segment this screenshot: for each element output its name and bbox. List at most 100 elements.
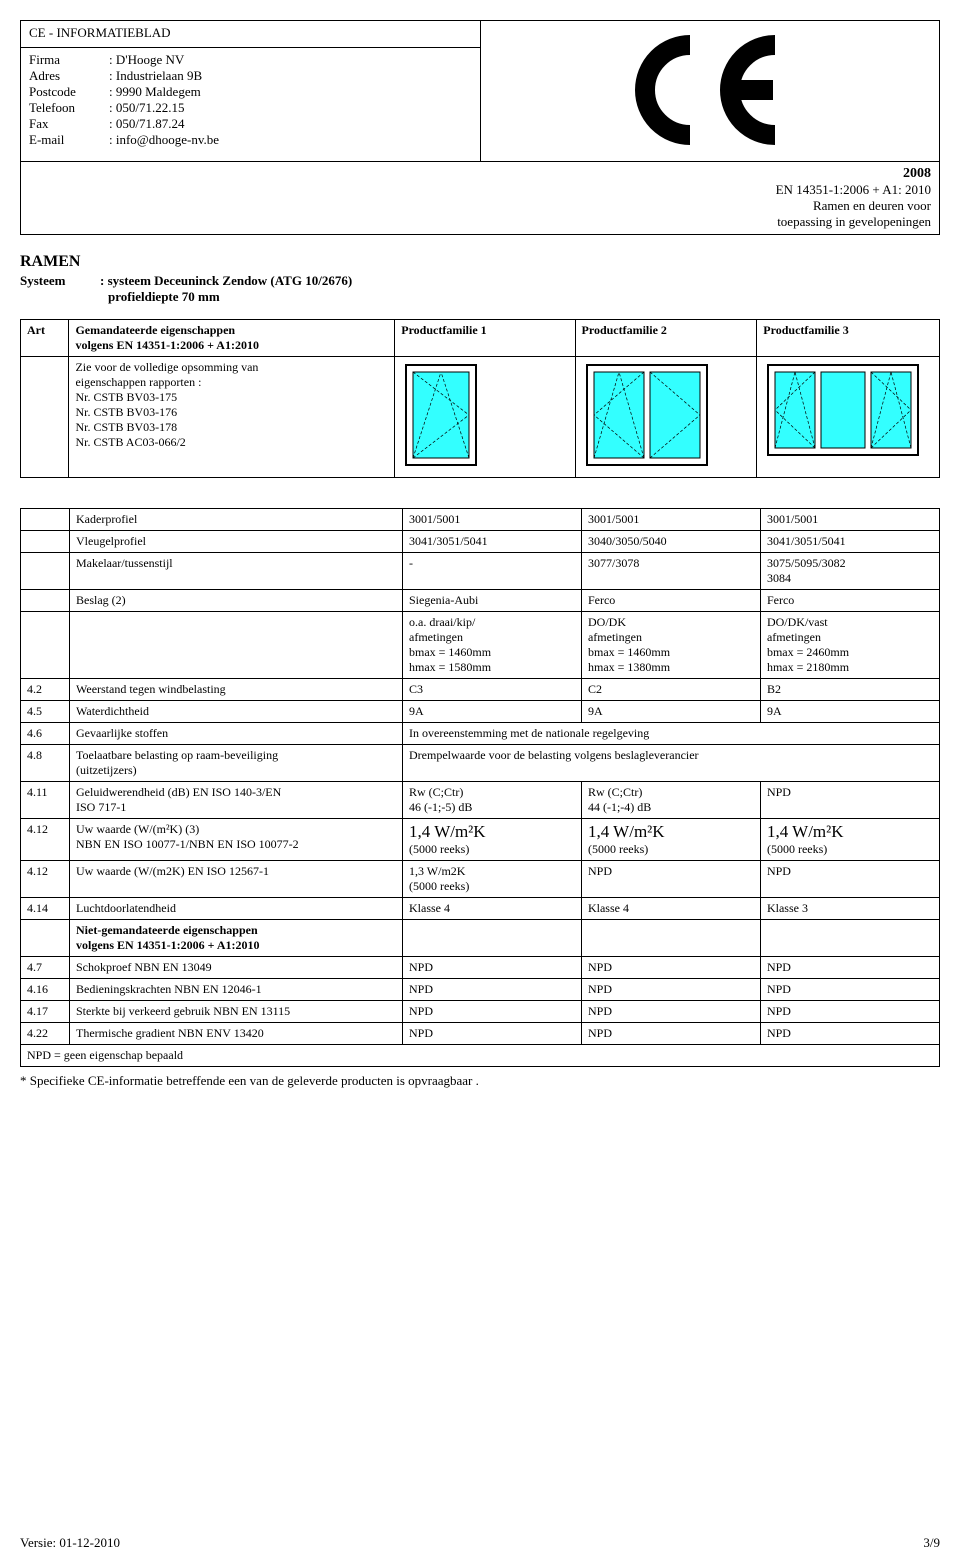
npd-footnote: NPD = geen eigenschap bepaald xyxy=(21,1045,940,1067)
email-label: E-mail xyxy=(29,132,109,148)
cell-value: NPD xyxy=(760,1023,939,1045)
cell-span: Drempelwaarde voor de belasting volgens … xyxy=(403,745,940,782)
cell-value: NPD xyxy=(581,1023,760,1045)
cell-value: DO/DK afmetingen bmax = 1460mm hmax = 13… xyxy=(581,612,760,679)
adres-label: Adres xyxy=(29,68,109,84)
row1-art xyxy=(21,357,69,478)
footer-right: 3/9 xyxy=(923,1535,940,1551)
cell-value: NPD xyxy=(760,957,939,979)
window-icon-1 xyxy=(395,357,575,478)
cell-desc xyxy=(70,612,403,679)
col-pf2-header: Productfamilie 2 xyxy=(575,320,757,357)
page-footer: Versie: 01-12-2010 3/9 xyxy=(20,1535,940,1551)
firma-label: Firma xyxy=(29,52,109,68)
cell-art xyxy=(21,509,70,531)
table-row: 4.22Thermische gradient NBN ENV 13420NPD… xyxy=(21,1023,940,1045)
table-row: 4.5Waterdichtheid9A9A9A xyxy=(21,701,940,723)
adres-value: : Industrielaan 9B xyxy=(109,68,202,84)
cell-value: NPD xyxy=(760,782,939,819)
cell-art: 4.17 xyxy=(21,1001,70,1023)
cell-value: NPD xyxy=(760,979,939,1001)
postcode-value: : 9990 Maldegem xyxy=(109,84,201,100)
header-norm-cell: 2008 EN 14351-1:2006 + A1: 2010 Ramen en… xyxy=(21,162,940,235)
cell-value: 3040/3050/5040 xyxy=(581,531,760,553)
cell-desc: Toelaatbare belasting op raam-beveiligin… xyxy=(70,745,403,782)
systeem-value: : systeem Deceuninck Zendow (ATG 10/2676… xyxy=(100,273,352,288)
col-desc-header: Gemandateerde eigenschappen volgens EN 1… xyxy=(69,320,395,357)
cell-value: NPD xyxy=(403,1023,582,1045)
year-value: 2008 xyxy=(29,166,931,182)
table-row: Makelaar/tussenstijl-3077/30783075/5095/… xyxy=(21,553,940,590)
table-row: 4.16Bedieningskrachten NBN EN 12046-1NPD… xyxy=(21,979,940,1001)
telefoon-value: : 050/71.22.15 xyxy=(109,100,184,116)
cell-value: Rw (C;Ctr) 46 (-1;-5) dB xyxy=(403,782,582,819)
cell-value: o.a. draai/kip/ afmetingen bmax = 1460mm… xyxy=(403,612,582,679)
cell-desc: Kaderprofiel xyxy=(70,509,403,531)
norm-line1: EN 14351-1:2006 + A1: 2010 xyxy=(29,182,931,198)
cell-art xyxy=(21,590,70,612)
window-icon-2 xyxy=(575,357,757,478)
email-value: : info@dhooge-nv.be xyxy=(109,132,219,148)
table-row: Kaderprofiel3001/50013001/50013001/5001 xyxy=(21,509,940,531)
cell-value: NPD xyxy=(581,979,760,1001)
telefoon-label: Telefoon xyxy=(29,100,109,116)
cell-value: Rw (C;Ctr) 44 (-1;-4) dB xyxy=(581,782,760,819)
fax-value: : 050/71.87.24 xyxy=(109,116,184,132)
cell-desc: Bedieningskrachten NBN EN 12046-1 xyxy=(70,979,403,1001)
table-row: 4.2Weerstand tegen windbelastingC3C2B2 xyxy=(21,679,940,701)
cell-desc: Thermische gradient NBN ENV 13420 xyxy=(70,1023,403,1045)
cell-desc: Gevaarlijke stoffen xyxy=(70,723,403,745)
cell-value: 3001/5001 xyxy=(760,509,939,531)
table-row: 4.7Schokproef NBN EN 13049NPDNPDNPD xyxy=(21,957,940,979)
col-pf3-header: Productfamilie 3 xyxy=(757,320,940,357)
table-row: 4.11Geluidwerendheid (dB) EN ISO 140-3/E… xyxy=(21,782,940,819)
cell-value: NPD xyxy=(760,861,939,898)
table-row: Beslag (2)Siegenia-AubiFercoFerco xyxy=(21,590,940,612)
cell-desc: Uw waarde (W/(m2K) EN ISO 12567-1 xyxy=(70,861,403,898)
fax-label: Fax xyxy=(29,116,109,132)
data-table: Kaderprofiel3001/50013001/50013001/5001V… xyxy=(20,508,940,1067)
table-row: 4.17Sterkte bij verkeerd gebruik NBN EN … xyxy=(21,1001,940,1023)
cell-value: Ferco xyxy=(581,590,760,612)
row1-desc: Zie voor de volledige opsomming van eige… xyxy=(69,357,395,478)
cell-desc: Sterkte bij verkeerd gebruik NBN EN 1311… xyxy=(70,1001,403,1023)
cell-value xyxy=(403,920,582,957)
cell-value: 1,4 W/m²K(5000 reeks) xyxy=(581,819,760,861)
page-title: CE - INFORMATIEBLAD xyxy=(29,25,171,40)
cell-value: NPD xyxy=(581,861,760,898)
ce-logo-cell xyxy=(480,21,940,162)
cell-art xyxy=(21,553,70,590)
cell-desc: Luchtdoorlatendheid xyxy=(70,898,403,920)
footer-left: Versie: 01-12-2010 xyxy=(20,1535,120,1551)
cell-desc: Weerstand tegen windbelasting xyxy=(70,679,403,701)
cell-art: 4.12 xyxy=(21,819,70,861)
cell-value: NPD xyxy=(403,979,582,1001)
cell-value: NPD xyxy=(581,1001,760,1023)
footnote: * Specifieke CE-informatie betreffende e… xyxy=(20,1073,940,1089)
cell-desc: Beslag (2) xyxy=(70,590,403,612)
cell-value: Klasse 4 xyxy=(403,898,582,920)
cell-value: C2 xyxy=(581,679,760,701)
ce-logo-icon xyxy=(489,25,932,157)
cell-value: Klasse 3 xyxy=(760,898,939,920)
cell-value: - xyxy=(403,553,582,590)
cell-value: 9A xyxy=(403,701,582,723)
cell-value: NPD xyxy=(403,1001,582,1023)
cell-art: 4.5 xyxy=(21,701,70,723)
cell-value: 1,4 W/m²K(5000 reeks) xyxy=(403,819,582,861)
cell-art xyxy=(21,612,70,679)
cell-art: 4.2 xyxy=(21,679,70,701)
cell-art xyxy=(21,920,70,957)
norm-line2: Ramen en deuren voor xyxy=(29,198,931,214)
cell-desc: Uw waarde (W/(m²K) (3) NBN EN ISO 10077-… xyxy=(70,819,403,861)
cell-value: Ferco xyxy=(760,590,939,612)
postcode-label: Postcode xyxy=(29,84,109,100)
cell-desc: Geluidwerendheid (dB) EN ISO 140-3/EN IS… xyxy=(70,782,403,819)
table-row: o.a. draai/kip/ afmetingen bmax = 1460mm… xyxy=(21,612,940,679)
cell-desc: Niet-gemandateerde eigenschappen volgens… xyxy=(70,920,403,957)
cell-art: 4.11 xyxy=(21,782,70,819)
header-table: CE - INFORMATIEBLAD Firma: D'Hooge NV Ad… xyxy=(20,20,940,235)
window-icon-3 xyxy=(757,357,940,478)
ramen-block: RAMEN Systeem : systeem Deceuninck Zendo… xyxy=(20,253,940,305)
ramen-title: RAMEN xyxy=(20,253,940,271)
